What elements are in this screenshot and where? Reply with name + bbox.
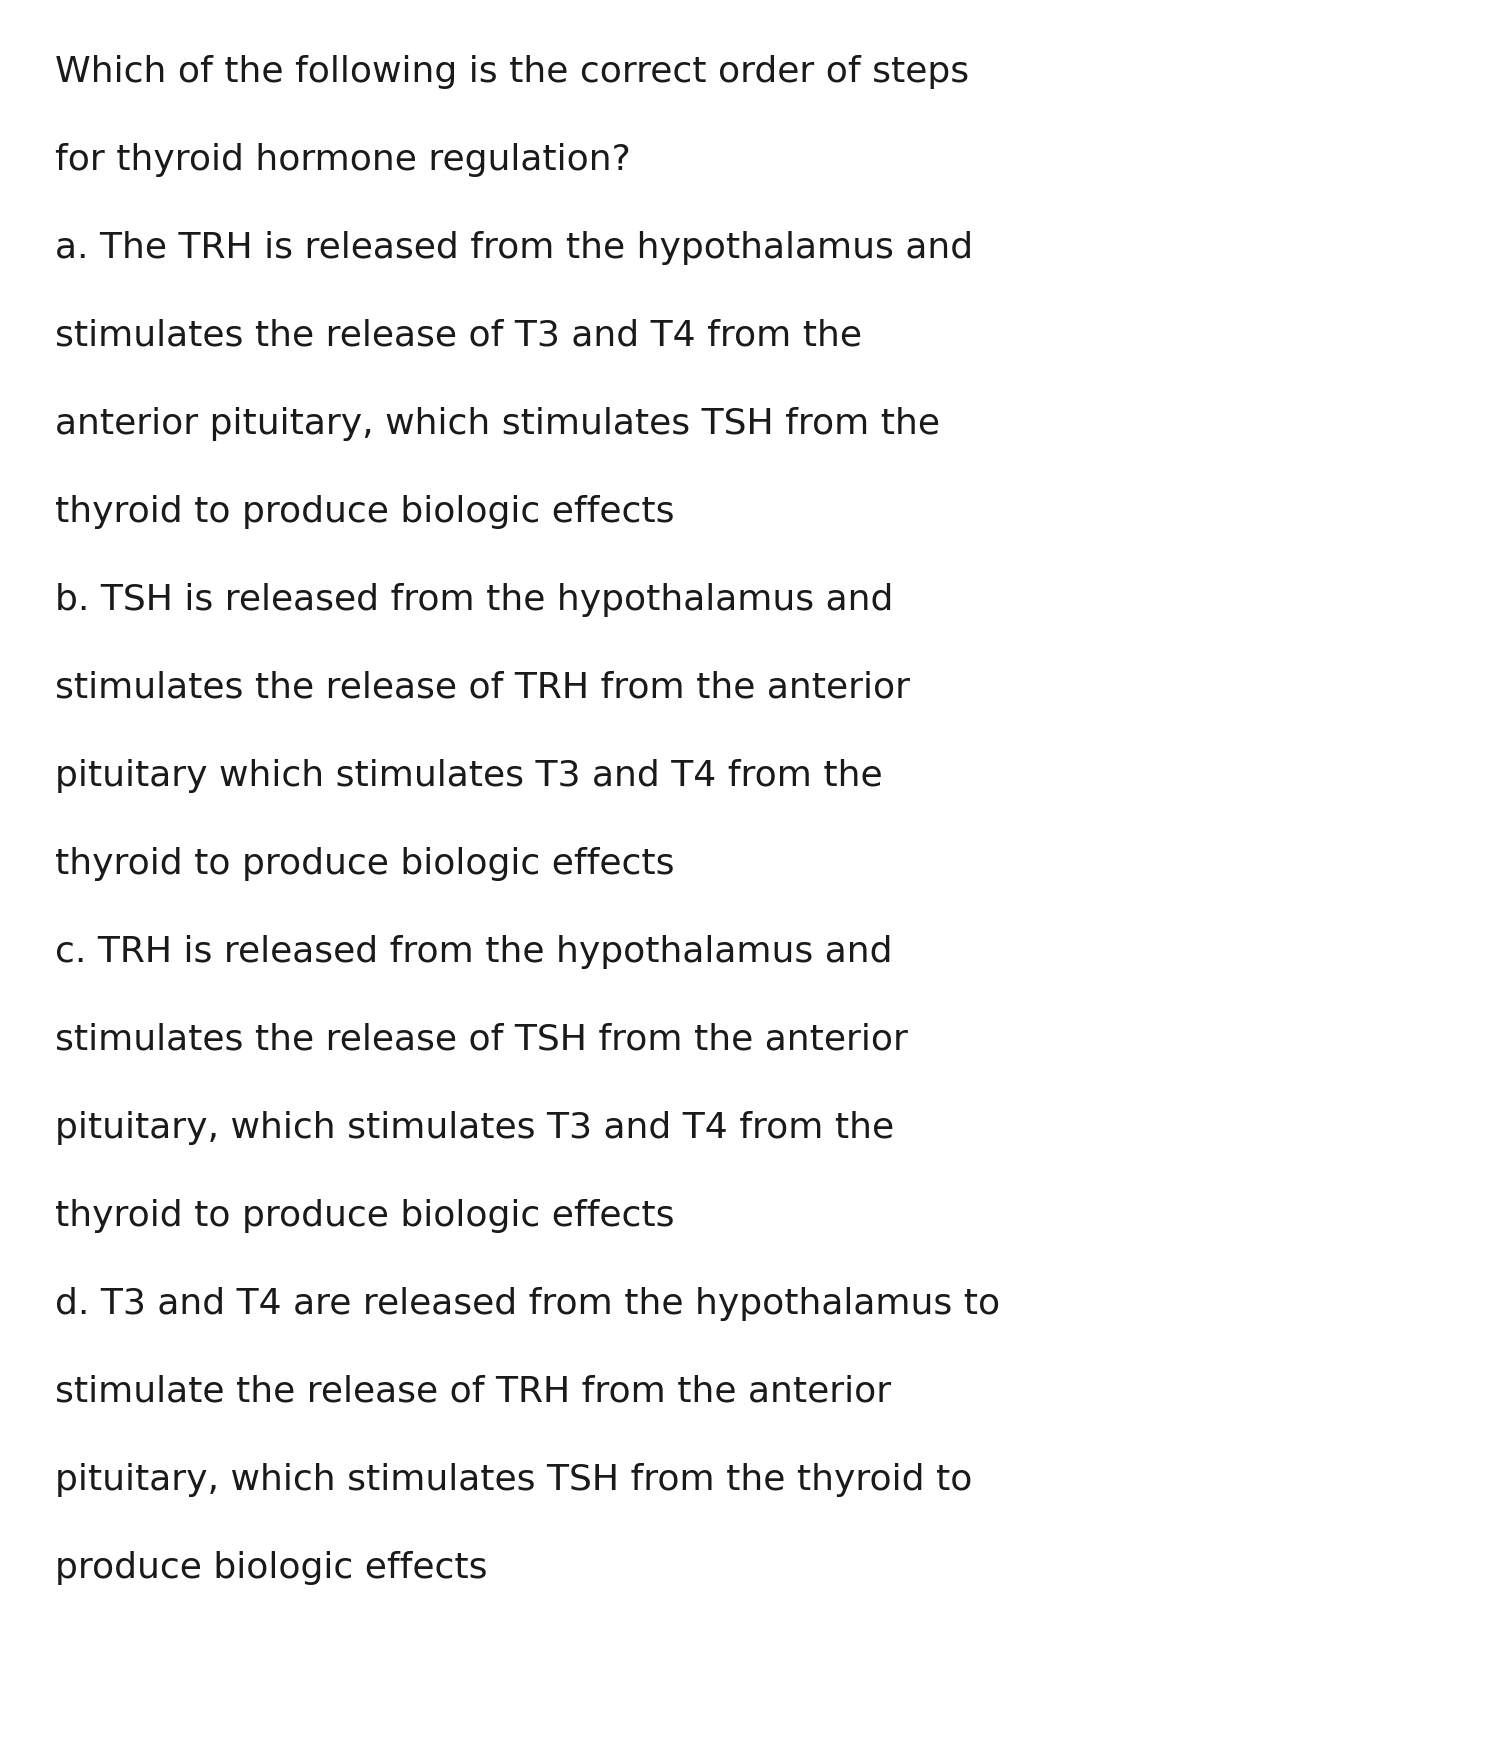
Text: b. TSH is released from the hypothalamus and: b. TSH is released from the hypothalamus… bbox=[56, 582, 894, 617]
Text: produce biologic effects: produce biologic effects bbox=[56, 1550, 488, 1585]
Text: thyroid to produce biologic effects: thyroid to produce biologic effects bbox=[56, 848, 675, 881]
Text: pituitary, which stimulates TSH from the thyroid to: pituitary, which stimulates TSH from the… bbox=[56, 1463, 972, 1496]
Text: thyroid to produce biologic effects: thyroid to produce biologic effects bbox=[56, 495, 675, 528]
Text: pituitary, which stimulates T3 and T4 from the: pituitary, which stimulates T3 and T4 fr… bbox=[56, 1111, 894, 1146]
Text: stimulates the release of TSH from the anterior: stimulates the release of TSH from the a… bbox=[56, 1024, 907, 1057]
Text: thyroid to produce biologic effects: thyroid to produce biologic effects bbox=[56, 1198, 675, 1233]
Text: stimulates the release of T3 and T4 from the: stimulates the release of T3 and T4 from… bbox=[56, 319, 862, 352]
Text: a. The TRH is released from the hypothalamus and: a. The TRH is released from the hypothal… bbox=[56, 230, 974, 265]
Text: c. TRH is released from the hypothalamus and: c. TRH is released from the hypothalamus… bbox=[56, 935, 892, 970]
Text: stimulates the release of TRH from the anterior: stimulates the release of TRH from the a… bbox=[56, 671, 910, 705]
Text: pituitary which stimulates T3 and T4 from the: pituitary which stimulates T3 and T4 fro… bbox=[56, 759, 882, 794]
Text: anterior pituitary, which stimulates TSH from the: anterior pituitary, which stimulates TSH… bbox=[56, 406, 940, 441]
Text: d. T3 and T4 are released from the hypothalamus to: d. T3 and T4 are released from the hypot… bbox=[56, 1287, 1000, 1320]
Text: stimulate the release of TRH from the anterior: stimulate the release of TRH from the an… bbox=[56, 1374, 891, 1409]
Text: for thyroid hormone regulation?: for thyroid hormone regulation? bbox=[56, 143, 630, 176]
Text: Which of the following is the correct order of steps: Which of the following is the correct or… bbox=[56, 56, 969, 89]
